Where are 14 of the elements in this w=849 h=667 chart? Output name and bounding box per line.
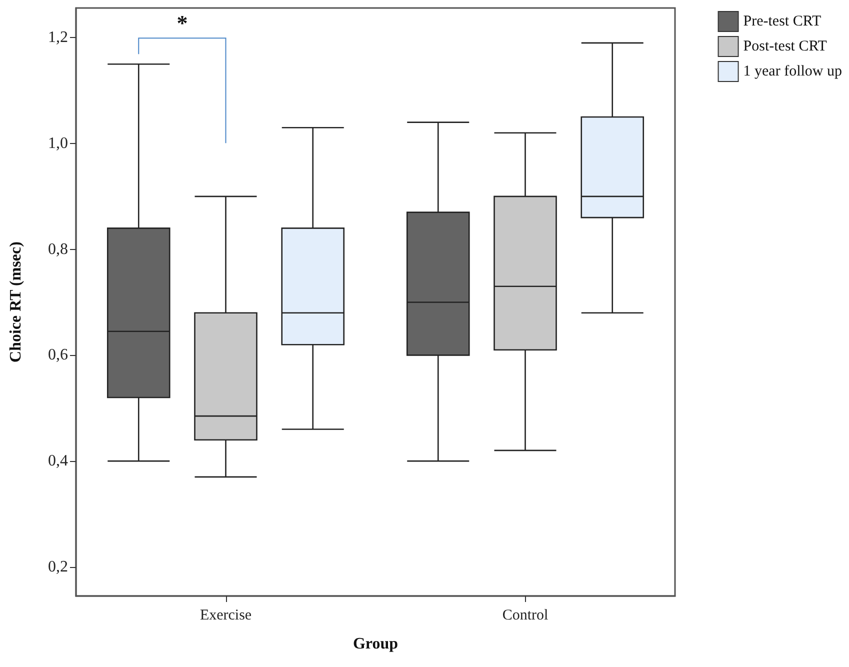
y-axis-title: Choice RT (msec): [8, 242, 24, 362]
y-tick-label: 0,2: [48, 558, 68, 576]
legend-label: Post-test CRT: [743, 38, 827, 54]
legend-label: 1 year follow up: [743, 64, 842, 80]
y-tick-label: 0,8: [48, 240, 68, 258]
y-tick-label: 0,4: [48, 452, 68, 470]
x-axis-title: Group: [352, 636, 398, 652]
y-tick-label: 0,6: [48, 346, 68, 364]
legend-label: Pre-test CRT: [743, 14, 822, 30]
x-tick-label: Exercise: [200, 608, 252, 624]
y-tick-label: 1,2: [48, 29, 68, 46]
x-tick-label: Control: [502, 608, 548, 624]
y-tick-label: 1,0: [48, 134, 68, 152]
annotation: *: [176, 10, 188, 36]
